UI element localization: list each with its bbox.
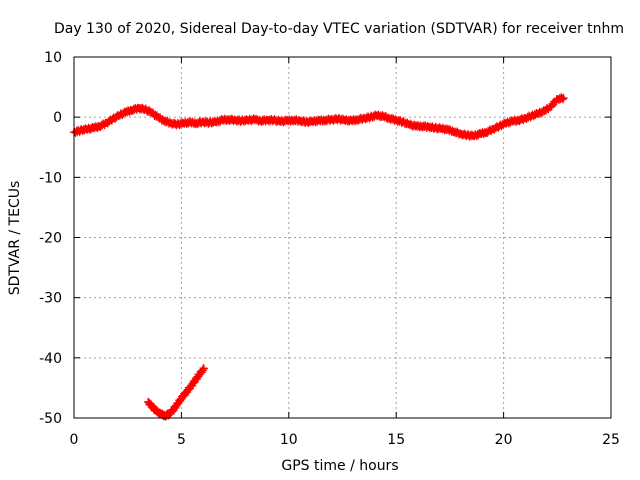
x-axis-label: GPS time / hours	[281, 458, 398, 474]
x-tick-label: 20	[495, 432, 513, 448]
y-tick-label: -30	[39, 291, 62, 307]
data-point	[559, 93, 568, 102]
tick-layer: 0 5 10 15 20 25 -50 -40 -30 -20 -10 0 10	[39, 50, 620, 448]
y-tick-label: 10	[44, 50, 62, 66]
data-layer	[70, 93, 568, 421]
chart-title: Day 130 of 2020, Sidereal Day-to-day VTE…	[54, 21, 624, 37]
trace-marker	[558, 95, 567, 104]
y-tick-label: -20	[39, 231, 62, 247]
y-tick-label: -10	[39, 170, 62, 186]
grid-layer	[74, 57, 611, 418]
x-tick-label: 5	[177, 432, 186, 448]
y-tick-label: 0	[53, 110, 62, 126]
x-tick-label: 15	[387, 432, 405, 448]
x-tick-label: 0	[70, 432, 79, 448]
y-tick-label: -40	[39, 351, 62, 367]
y-tick-label: -50	[39, 411, 62, 427]
y-axis-label: SDTVAR / TECUs	[7, 181, 23, 296]
x-tick-label: 25	[602, 432, 620, 448]
data-point	[199, 364, 208, 373]
x-tick-label: 10	[280, 432, 298, 448]
